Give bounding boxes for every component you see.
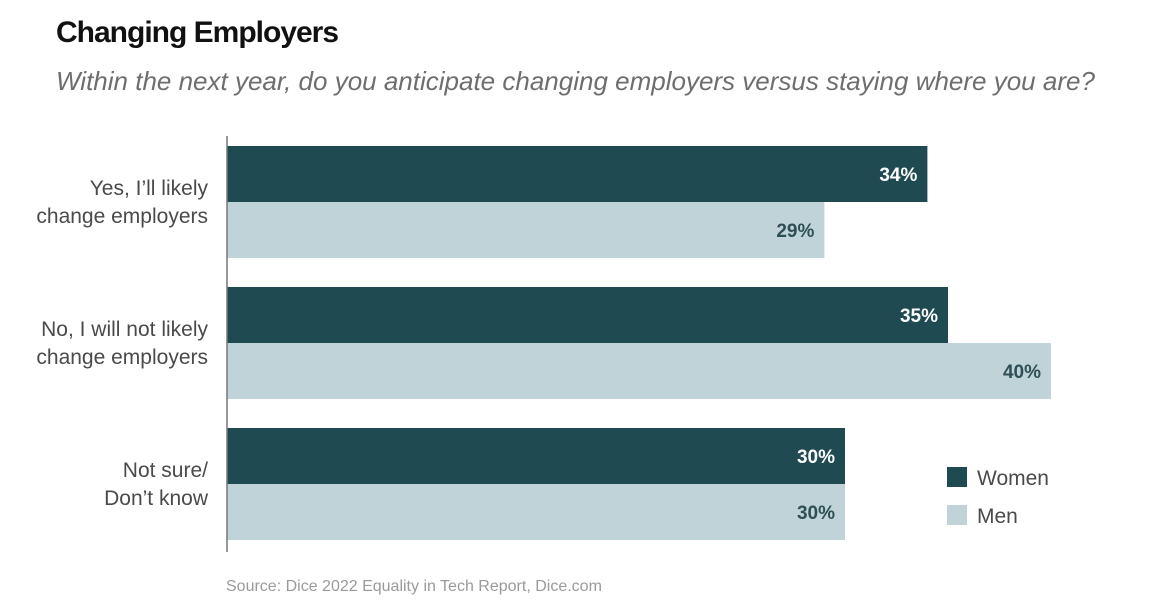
legend-label-men: Men (977, 505, 1018, 528)
chart-title: Changing Employers (56, 16, 339, 49)
category-label-2: No, I will not likely change employers (36, 318, 208, 369)
data-label-men-3: 30% (797, 503, 835, 524)
category-labels: Yes, I’ll likely change employers No, I wi… (36, 177, 208, 510)
data-label-men-1: 29% (776, 221, 814, 242)
data-label-women-2: 35% (900, 306, 938, 327)
source-note: Source: Dice 2022 Equality in Tech Repor… (226, 578, 602, 595)
chart-subtitle: Within the next year, do you anticipate … (56, 66, 1095, 96)
bars-group: 34% 29% 35% 40% 30% 30% (227, 146, 1051, 540)
legend-swatch-men (947, 505, 967, 525)
legend-swatch-women (947, 467, 967, 487)
category-label-1: Yes, I’ll likely change employers (36, 177, 208, 228)
category-label-3: Not sure/Don’t know (104, 459, 209, 510)
bar-men-3 (227, 484, 845, 540)
legend-label-women: Women (977, 467, 1049, 490)
legend: Women Men (947, 467, 1049, 528)
bar-women-1 (227, 146, 928, 202)
data-label-women-1: 34% (879, 165, 917, 186)
data-label-men-2: 40% (1003, 362, 1041, 383)
bar-men-1 (227, 202, 825, 258)
bar-women-2 (227, 287, 948, 343)
bar-men-2 (227, 343, 1051, 399)
bar-women-3 (227, 428, 845, 484)
data-label-women-3: 30% (797, 447, 835, 468)
